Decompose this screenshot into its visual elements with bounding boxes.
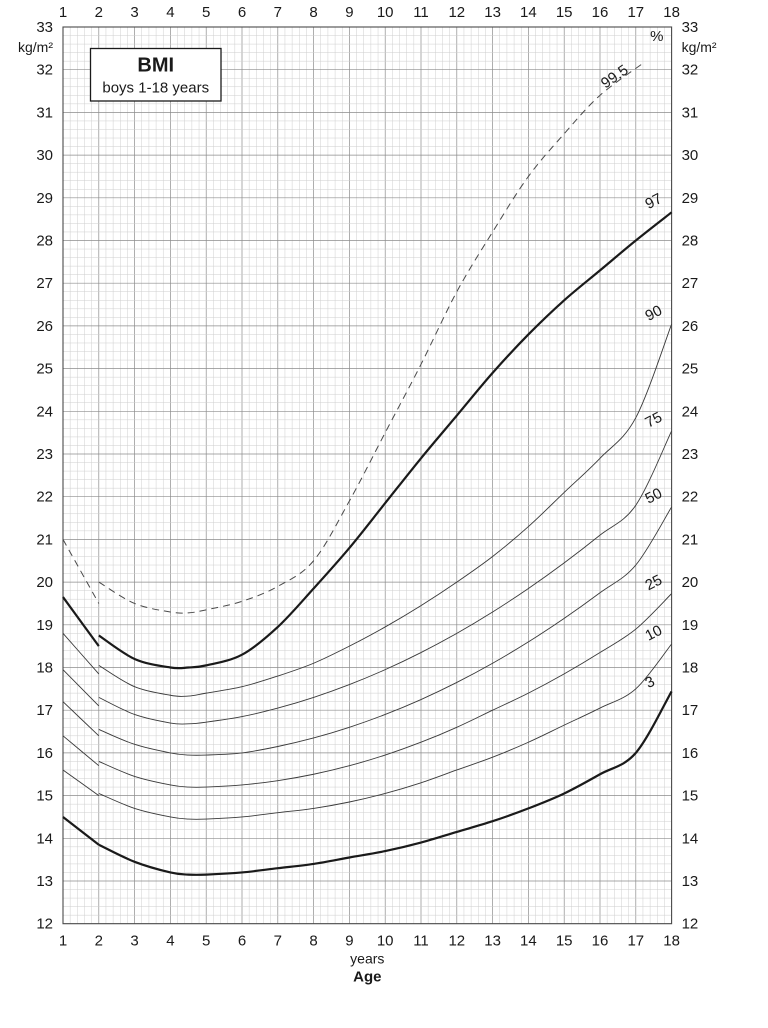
svg-text:21: 21 (36, 531, 53, 548)
svg-text:4: 4 (166, 4, 174, 21)
svg-text:28: 28 (36, 233, 53, 250)
svg-text:18: 18 (663, 933, 680, 950)
svg-text:11: 11 (413, 933, 429, 950)
svg-text:16: 16 (592, 933, 609, 950)
svg-text:4: 4 (166, 933, 174, 950)
svg-text:14: 14 (520, 933, 537, 950)
svg-text:15: 15 (556, 4, 573, 21)
svg-text:16: 16 (682, 745, 699, 762)
svg-text:23: 23 (682, 446, 699, 463)
svg-text:8: 8 (309, 4, 317, 21)
svg-text:18: 18 (682, 660, 699, 677)
svg-text:2: 2 (95, 4, 103, 21)
svg-text:3: 3 (130, 4, 138, 21)
svg-text:14: 14 (520, 4, 537, 21)
svg-text:kg/m²: kg/m² (18, 39, 53, 55)
svg-text:20: 20 (36, 574, 53, 591)
svg-text:5: 5 (202, 4, 210, 21)
svg-text:21: 21 (682, 531, 699, 548)
svg-text:%: % (650, 28, 663, 45)
svg-text:6: 6 (238, 933, 246, 950)
svg-text:15: 15 (682, 788, 699, 805)
svg-text:10: 10 (377, 933, 394, 950)
svg-text:19: 19 (682, 617, 699, 634)
svg-text:15: 15 (556, 933, 573, 950)
svg-text:31: 31 (682, 104, 699, 121)
svg-text:1: 1 (59, 933, 67, 950)
svg-text:17: 17 (627, 933, 644, 950)
svg-text:25: 25 (36, 361, 53, 378)
svg-text:22: 22 (36, 489, 53, 506)
svg-text:13: 13 (36, 873, 53, 890)
svg-text:14: 14 (36, 830, 53, 847)
svg-text:2: 2 (95, 933, 103, 950)
svg-text:30: 30 (36, 147, 53, 164)
svg-text:9: 9 (345, 4, 353, 21)
svg-text:31: 31 (36, 104, 53, 121)
svg-text:17: 17 (627, 4, 644, 21)
svg-text:32: 32 (36, 62, 53, 79)
svg-text:18: 18 (663, 4, 680, 21)
svg-text:32: 32 (682, 62, 699, 79)
svg-text:23: 23 (36, 446, 53, 463)
svg-text:kg/m²: kg/m² (682, 39, 717, 55)
svg-text:26: 26 (682, 318, 699, 335)
svg-text:17: 17 (682, 702, 699, 719)
svg-text:17: 17 (36, 702, 53, 719)
svg-text:13: 13 (682, 873, 699, 890)
svg-text:7: 7 (274, 933, 282, 950)
svg-text:19: 19 (36, 617, 53, 634)
svg-text:6: 6 (238, 4, 246, 21)
svg-text:1: 1 (59, 4, 67, 21)
svg-text:25: 25 (682, 361, 699, 378)
svg-text:29: 29 (36, 190, 53, 207)
svg-text:16: 16 (36, 745, 53, 762)
svg-text:13: 13 (484, 933, 501, 950)
svg-text:33: 33 (682, 19, 699, 36)
svg-text:8: 8 (309, 933, 317, 950)
svg-text:13: 13 (484, 4, 501, 21)
svg-text:boys 1-18 years: boys 1-18 years (102, 80, 209, 97)
svg-text:30: 30 (682, 147, 699, 164)
svg-text:14: 14 (682, 830, 699, 847)
svg-text:12: 12 (448, 933, 465, 950)
svg-text:18: 18 (36, 660, 53, 677)
svg-text:5: 5 (202, 933, 210, 950)
svg-text:3: 3 (130, 933, 138, 950)
svg-text:years: years (350, 951, 384, 967)
svg-text:22: 22 (682, 489, 699, 506)
svg-text:BMI: BMI (137, 55, 174, 77)
svg-text:11: 11 (413, 4, 429, 21)
svg-text:20: 20 (682, 574, 699, 591)
svg-text:27: 27 (682, 275, 699, 292)
svg-text:Age: Age (353, 969, 381, 986)
svg-text:12: 12 (682, 916, 699, 933)
svg-text:10: 10 (377, 4, 394, 21)
svg-text:9: 9 (345, 933, 353, 950)
svg-text:24: 24 (682, 403, 699, 420)
svg-text:33: 33 (36, 19, 53, 36)
svg-text:29: 29 (682, 190, 699, 207)
svg-text:28: 28 (682, 233, 699, 250)
svg-text:7: 7 (274, 4, 282, 21)
svg-text:24: 24 (36, 403, 53, 420)
svg-text:12: 12 (448, 4, 465, 21)
svg-text:27: 27 (36, 275, 53, 292)
svg-text:16: 16 (592, 4, 609, 21)
svg-text:15: 15 (36, 788, 53, 805)
svg-text:26: 26 (36, 318, 53, 335)
svg-text:12: 12 (36, 916, 53, 933)
